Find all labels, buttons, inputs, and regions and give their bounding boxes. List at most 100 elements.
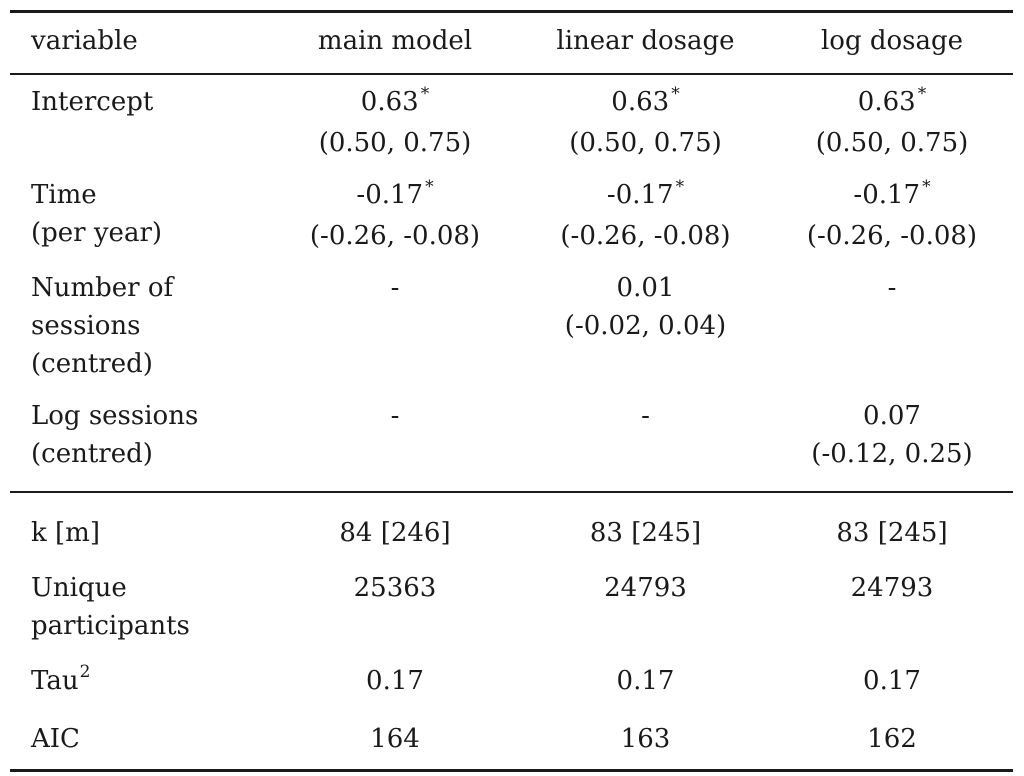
coefficient-row: Intercept 0.63 * (0.50, 0.75) 0.63 * (0.50, 0.… bbox=[10, 74, 1013, 176]
model-statistics-section: k [m] 84 [246] 83 [245] 83 [245] Unique parti… bbox=[10, 492, 1013, 771]
significance-marker: * bbox=[675, 177, 685, 197]
statistic-value: 83 [245] bbox=[589, 518, 702, 548]
row-label: AIC bbox=[10, 720, 270, 771]
header-main-model: main model bbox=[317, 26, 473, 56]
coefficient-cell: - bbox=[270, 269, 520, 397]
regression-table-container: variable main model linear dosage log do… bbox=[10, 10, 1013, 772]
statistic-value: 0.17 bbox=[863, 666, 921, 696]
statistic-value: 0.17 bbox=[616, 666, 675, 696]
statistic-value: 84 [246] bbox=[339, 518, 451, 548]
significance-marker: * bbox=[917, 84, 927, 104]
coefficient-cell: - bbox=[771, 269, 1013, 397]
coefficient-cell: -0.17 * (-0.26, -0.08) bbox=[520, 176, 771, 269]
row-label-line: sessions bbox=[31, 311, 141, 341]
significance-marker: * bbox=[425, 177, 434, 197]
coefficient-cell: 0.63 * (0.50, 0.75) bbox=[771, 74, 1013, 176]
row-label-text: k [m] bbox=[31, 518, 100, 548]
regression-table: variable main model linear dosage log do… bbox=[10, 10, 1013, 772]
row-label-line: (per year) bbox=[31, 218, 163, 248]
row-label: Tau2 bbox=[10, 662, 270, 720]
row-label: Number of sessions (centred) bbox=[10, 269, 270, 397]
row-label-line: Time bbox=[31, 180, 97, 210]
estimate-line: - bbox=[520, 397, 771, 435]
coefficient-row: Time (per year) -0.17 * (-0.26, -0.08) -0.17 *… bbox=[10, 176, 1013, 269]
confidence-interval: (0.50, 0.75) bbox=[569, 128, 722, 158]
row-label: Intercept bbox=[10, 74, 270, 176]
row-label-text: participants bbox=[31, 611, 190, 641]
estimate-line: -0.17 * bbox=[520, 176, 771, 217]
estimate-value: - bbox=[390, 401, 400, 431]
estimate-value: 0.63 bbox=[360, 87, 419, 117]
row-label-text: Tau bbox=[31, 666, 79, 696]
row-label: Time (per year) bbox=[10, 176, 270, 269]
coefficient-cell: 0.07 (-0.12, 0.25) bbox=[771, 397, 1013, 492]
estimate-line: - bbox=[270, 397, 520, 435]
estimate-line: 0.63 * bbox=[270, 83, 520, 124]
confidence-interval: (-0.26, -0.08) bbox=[309, 221, 481, 251]
header-variable: variable bbox=[31, 26, 138, 56]
estimate-line: - bbox=[771, 269, 1013, 307]
confidence-interval: (-0.26, -0.08) bbox=[560, 221, 731, 251]
estimate-line: - bbox=[270, 269, 520, 307]
statistic-value: 0.17 bbox=[366, 666, 424, 696]
significance-marker: * bbox=[420, 84, 430, 104]
estimate-value: 0.01 bbox=[616, 273, 675, 303]
confidence-interval: (-0.12, 0.25) bbox=[811, 439, 973, 469]
row-label: Unique participants bbox=[10, 569, 270, 662]
estimate-line: -0.17 * bbox=[270, 176, 520, 217]
statistic-value: 25363 bbox=[353, 573, 437, 603]
estimate-line: 0.01 bbox=[520, 269, 771, 307]
row-label-line: AIC bbox=[31, 720, 270, 758]
confidence-interval: (-0.02, 0.04) bbox=[564, 311, 727, 341]
coefficients-section: Intercept 0.63 * (0.50, 0.75) 0.63 * (0.50, 0.… bbox=[10, 74, 1013, 492]
coefficient-cell: 0.63 * (0.50, 0.75) bbox=[520, 74, 771, 176]
estimate-value: 0.63 bbox=[611, 87, 670, 117]
estimate-line: -0.17 * bbox=[771, 176, 1013, 217]
estimate-line: 0.63 * bbox=[520, 83, 771, 124]
statistic-value: 24793 bbox=[850, 573, 934, 603]
superscript: 2 bbox=[79, 662, 91, 682]
estimate-value: 0.07 bbox=[863, 401, 921, 431]
estimate-value: - bbox=[641, 401, 650, 431]
row-label-line: (centred) bbox=[31, 439, 153, 469]
coefficient-cell: -0.17 * (-0.26, -0.08) bbox=[771, 176, 1013, 269]
row-label-line: participants bbox=[31, 607, 270, 645]
row-label-text: Unique bbox=[31, 573, 127, 603]
estimate-line: 0.63 * bbox=[771, 83, 1013, 124]
estimate-value: -0.17 bbox=[606, 180, 674, 210]
coefficient-cell: 0.01 (-0.02, 0.04) bbox=[520, 269, 771, 397]
estimate-value: - bbox=[887, 273, 897, 303]
confidence-interval: (0.50, 0.75) bbox=[815, 128, 969, 158]
coefficient-cell: -0.17 * (-0.26, -0.08) bbox=[270, 176, 520, 269]
statistic-value: 164 bbox=[370, 724, 420, 754]
row-label-line: k [m] bbox=[31, 514, 270, 552]
row-label: k [m] bbox=[10, 492, 270, 569]
confidence-interval: (-0.26, -0.08) bbox=[806, 221, 978, 251]
statistic-value: 83 [245] bbox=[836, 518, 948, 548]
row-label: Log sessions (centred) bbox=[10, 397, 270, 492]
header-log-dosage: log dosage bbox=[820, 26, 964, 56]
estimate-value: -0.17 bbox=[853, 180, 921, 210]
significance-marker: * bbox=[922, 177, 931, 197]
coefficient-cell: - bbox=[270, 397, 520, 492]
estimate-line: 0.07 bbox=[771, 397, 1013, 435]
confidence-interval: (0.50, 0.75) bbox=[318, 128, 472, 158]
row-label-line: Unique bbox=[31, 569, 270, 607]
significance-marker: * bbox=[671, 84, 680, 104]
row-label-line: Tau2 bbox=[31, 662, 270, 703]
coefficient-row: Log sessions (centred) - - 0.07 (-0.12, 0.25) bbox=[10, 397, 1013, 492]
statistic-row: AIC 164 163 162 bbox=[10, 720, 1013, 771]
coefficient-cell: - bbox=[520, 397, 771, 492]
row-label-line: Intercept bbox=[31, 87, 154, 117]
estimate-value: - bbox=[390, 273, 400, 303]
statistic-row: Unique participants 25363 24793 24793 bbox=[10, 569, 1013, 662]
statistic-row: Tau2 0.17 0.17 0.17 bbox=[10, 662, 1013, 720]
statistic-row: k [m] 84 [246] 83 [245] 83 [245] bbox=[10, 492, 1013, 569]
row-label-line: Number of bbox=[31, 273, 174, 303]
coefficient-row: Number of sessions (centred) - 0.01 (-0.02, 0… bbox=[10, 269, 1013, 397]
statistic-value: 163 bbox=[620, 724, 671, 754]
statistic-value: 24793 bbox=[604, 573, 687, 603]
row-label-line: (centred) bbox=[31, 349, 153, 379]
coefficient-cell: 0.63 * (0.50, 0.75) bbox=[270, 74, 520, 176]
statistic-value: 162 bbox=[867, 724, 917, 754]
